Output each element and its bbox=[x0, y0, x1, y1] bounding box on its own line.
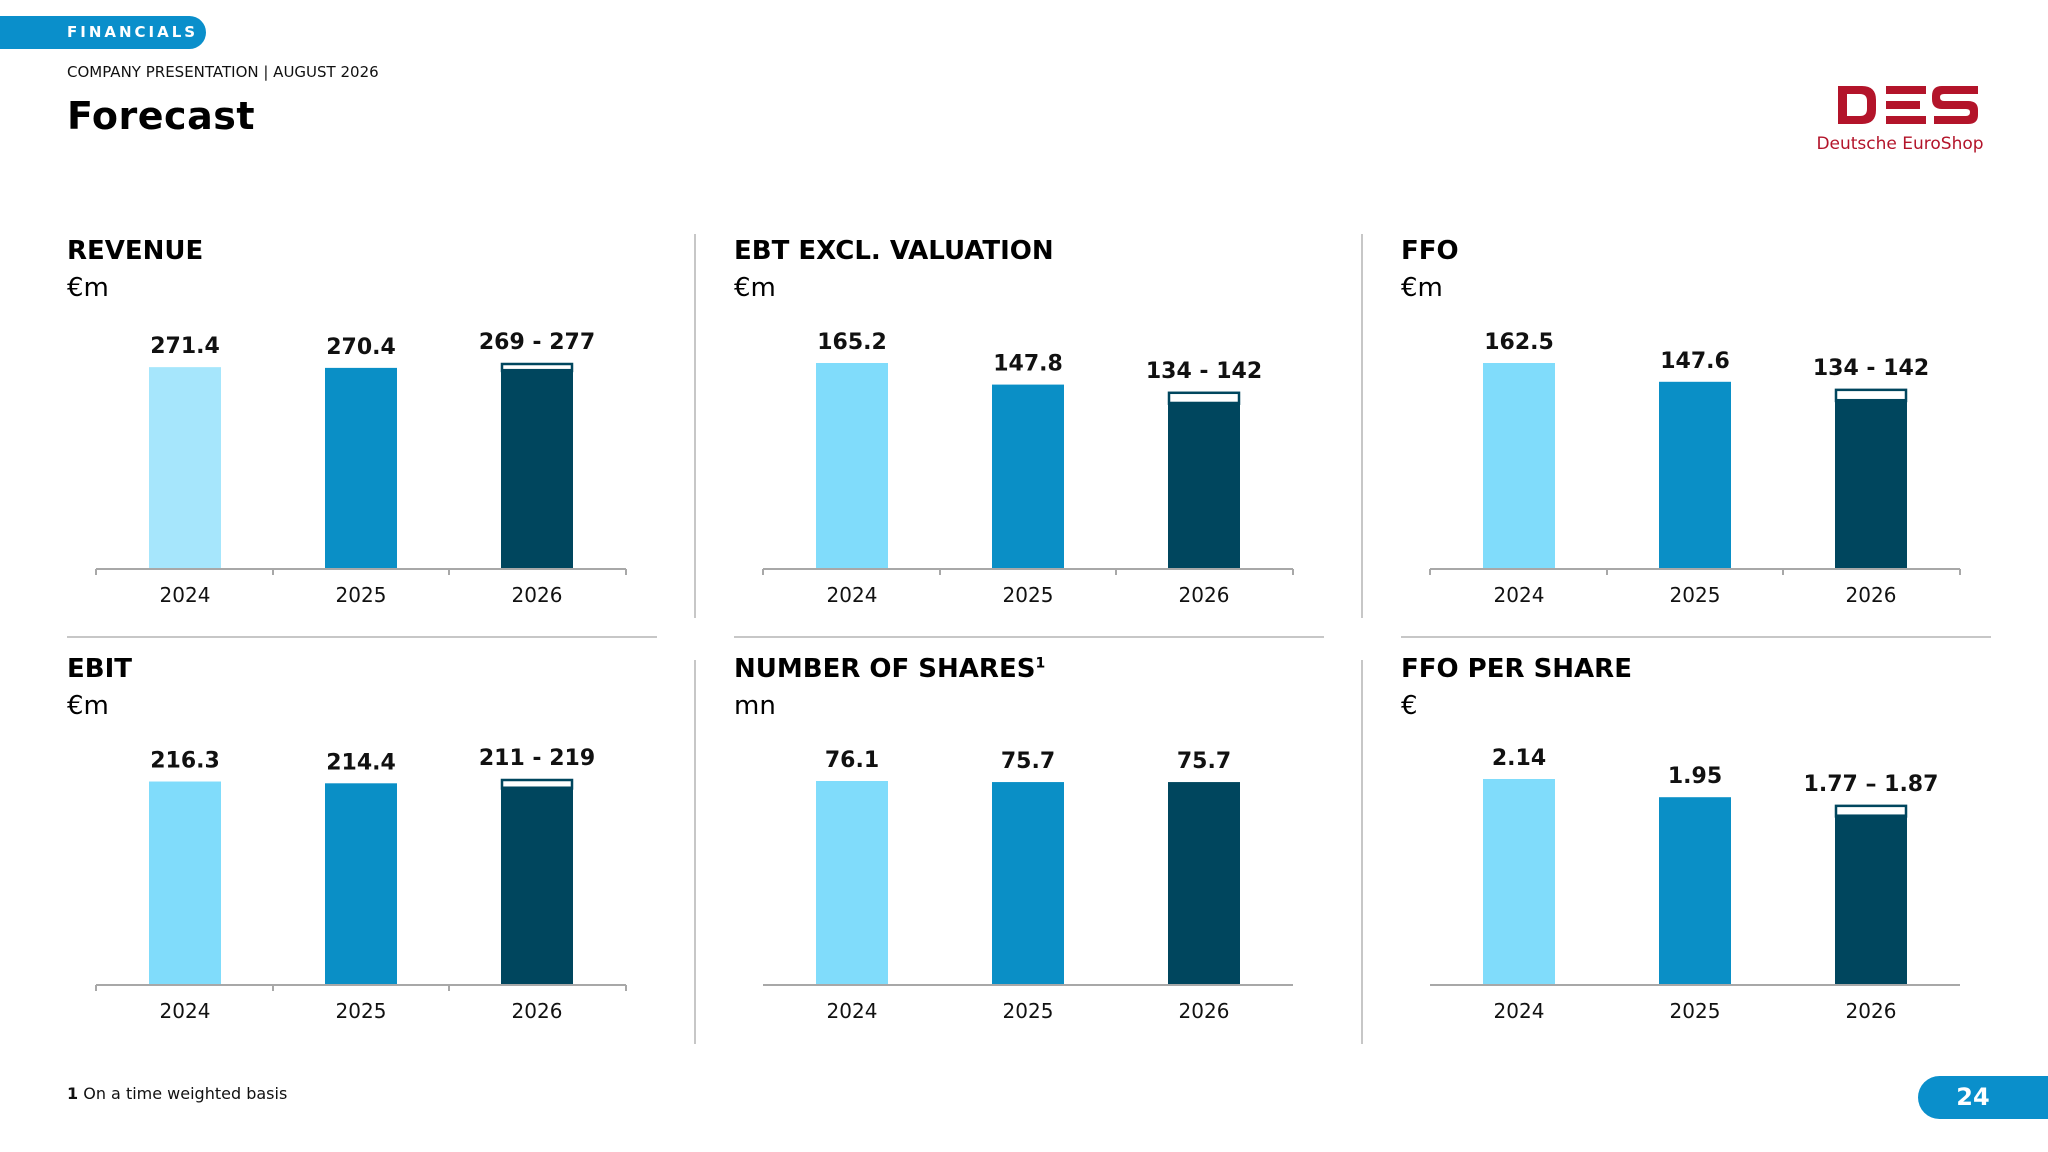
x-tick-label: 2026 bbox=[1846, 583, 1897, 607]
ebit-chart: 216.3 2024 214.4 2025 211 - 219 2026 bbox=[95, 746, 627, 1023]
x-tick-label: 2024 bbox=[160, 999, 211, 1023]
vertical-divider bbox=[1361, 234, 1363, 618]
x-tick-label: 2024 bbox=[1494, 999, 1545, 1023]
panel-unit-revenue: €m bbox=[67, 273, 109, 303]
panel-title-ffo: FFO bbox=[1401, 236, 1459, 266]
data-label: 1.95 bbox=[1668, 764, 1722, 789]
x-tick-label: 2024 bbox=[827, 999, 878, 1023]
data-label: 165.2 bbox=[817, 330, 887, 355]
data-label: 216.3 bbox=[150, 749, 220, 774]
bar-2026 bbox=[1168, 782, 1240, 984]
footnote-text: On a time weighted basis bbox=[78, 1084, 288, 1103]
panel-unit-shares: mn bbox=[734, 691, 776, 721]
data-label: 75.7 bbox=[1177, 749, 1231, 774]
horizontal-divider bbox=[1401, 636, 1991, 638]
ebt-chart: 165.2 2024 147.8 2025 134 - 142 2026 bbox=[762, 330, 1294, 607]
horizontal-divider bbox=[734, 636, 1324, 638]
x-tick-label: 2025 bbox=[1003, 583, 1054, 607]
panel-unit-ffo: €m bbox=[1401, 273, 1443, 303]
bar-2025 bbox=[1659, 797, 1731, 984]
data-label: 147.6 bbox=[1660, 349, 1730, 374]
bar-2026 bbox=[1835, 398, 1907, 568]
panel-title-ffo-per-share: FFO PER SHARE bbox=[1401, 654, 1632, 684]
bar-2025 bbox=[325, 783, 397, 984]
x-tick-label: 2024 bbox=[1494, 583, 1545, 607]
panel-unit-ebt: €m bbox=[734, 273, 776, 303]
bar-2025 bbox=[1659, 381, 1731, 568]
page-number: 24 bbox=[1918, 1076, 2048, 1119]
x-tick-label: 2025 bbox=[336, 583, 387, 607]
bar-2024 bbox=[149, 781, 221, 984]
data-label: 76.1 bbox=[825, 748, 879, 773]
shares-chart: 76.1 2024 75.7 2025 75.7 2026 bbox=[763, 748, 1293, 1023]
x-tick-label: 2026 bbox=[1179, 999, 1230, 1023]
data-label: 75.7 bbox=[1001, 749, 1055, 774]
footnote-marker: 1 bbox=[67, 1084, 79, 1103]
x-tick-label: 2026 bbox=[1179, 583, 1230, 607]
panel-unit-ffo-per-share: € bbox=[1401, 691, 1418, 721]
x-tick-label: 2026 bbox=[512, 999, 563, 1023]
bar-2024 bbox=[149, 367, 221, 568]
data-label: 271.4 bbox=[150, 334, 220, 359]
data-label: 214.4 bbox=[326, 750, 396, 775]
ffo-per-share-chart: 2.14 2024 1.95 2025 1.77 – 1.87 2026 bbox=[1430, 746, 1960, 1023]
data-label: 134 - 142 bbox=[1146, 359, 1262, 384]
bar-2025 bbox=[325, 367, 397, 568]
bar-2026 bbox=[1835, 814, 1907, 984]
bar-2025 bbox=[992, 782, 1064, 984]
data-label: 134 - 142 bbox=[1813, 356, 1929, 381]
bar-2026 bbox=[501, 786, 573, 984]
panel-title-shares: NUMBER OF SHARES1 bbox=[734, 654, 1045, 684]
horizontal-divider bbox=[67, 636, 657, 638]
bar-2026 bbox=[1168, 401, 1240, 568]
panel-title-ebit: EBIT bbox=[67, 654, 132, 684]
x-tick-label: 2025 bbox=[1003, 999, 1054, 1023]
footnote: 1 On a time weighted basis bbox=[67, 1084, 287, 1103]
des-logo bbox=[1838, 86, 1978, 124]
bar-2024 bbox=[1483, 779, 1555, 984]
bar-2024 bbox=[816, 363, 888, 568]
x-tick-label: 2026 bbox=[1846, 999, 1897, 1023]
x-tick-label: 2025 bbox=[1670, 583, 1721, 607]
x-tick-label: 2026 bbox=[512, 583, 563, 607]
vertical-divider bbox=[694, 660, 696, 1044]
footnote-ref: 1 bbox=[1035, 655, 1046, 672]
panel-unit-ebit: €m bbox=[67, 691, 109, 721]
logo-company-name: Deutsche EuroShop bbox=[1816, 134, 1984, 154]
data-label: 270.4 bbox=[326, 335, 396, 360]
data-label: 162.5 bbox=[1484, 330, 1554, 355]
bar-2024 bbox=[816, 781, 888, 984]
vertical-divider bbox=[694, 234, 696, 618]
x-tick-label: 2024 bbox=[160, 583, 211, 607]
ffo-chart: 162.5 2024 147.6 2025 134 - 142 2026 bbox=[1429, 330, 1961, 607]
section-label: FINANCIALS bbox=[0, 16, 206, 49]
x-tick-label: 2025 bbox=[1670, 999, 1721, 1023]
panel-title-revenue: REVENUE bbox=[67, 236, 204, 266]
data-label: 2.14 bbox=[1492, 746, 1546, 771]
panel-title-ebt: EBT EXCL. VALUATION bbox=[734, 236, 1054, 266]
x-tick-label: 2024 bbox=[827, 583, 878, 607]
data-label: 211 - 219 bbox=[479, 746, 595, 771]
shares-title-text: NUMBER OF SHARES bbox=[734, 654, 1036, 684]
presentation-subtitle: COMPANY PRESENTATION | AUGUST 2026 bbox=[67, 63, 379, 81]
data-label: 147.8 bbox=[993, 352, 1063, 377]
x-tick-label: 2025 bbox=[336, 999, 387, 1023]
data-label: 269 - 277 bbox=[479, 330, 595, 355]
data-label: 1.77 – 1.87 bbox=[1804, 772, 1939, 797]
page-title: Forecast bbox=[67, 94, 255, 138]
bar-2024 bbox=[1483, 363, 1555, 568]
revenue-chart: 271.4 2024 270.4 2025 269 - 277 2026 bbox=[95, 330, 627, 607]
bar-2026 bbox=[501, 368, 573, 568]
bar-2025 bbox=[992, 384, 1064, 568]
vertical-divider bbox=[1361, 660, 1363, 1044]
